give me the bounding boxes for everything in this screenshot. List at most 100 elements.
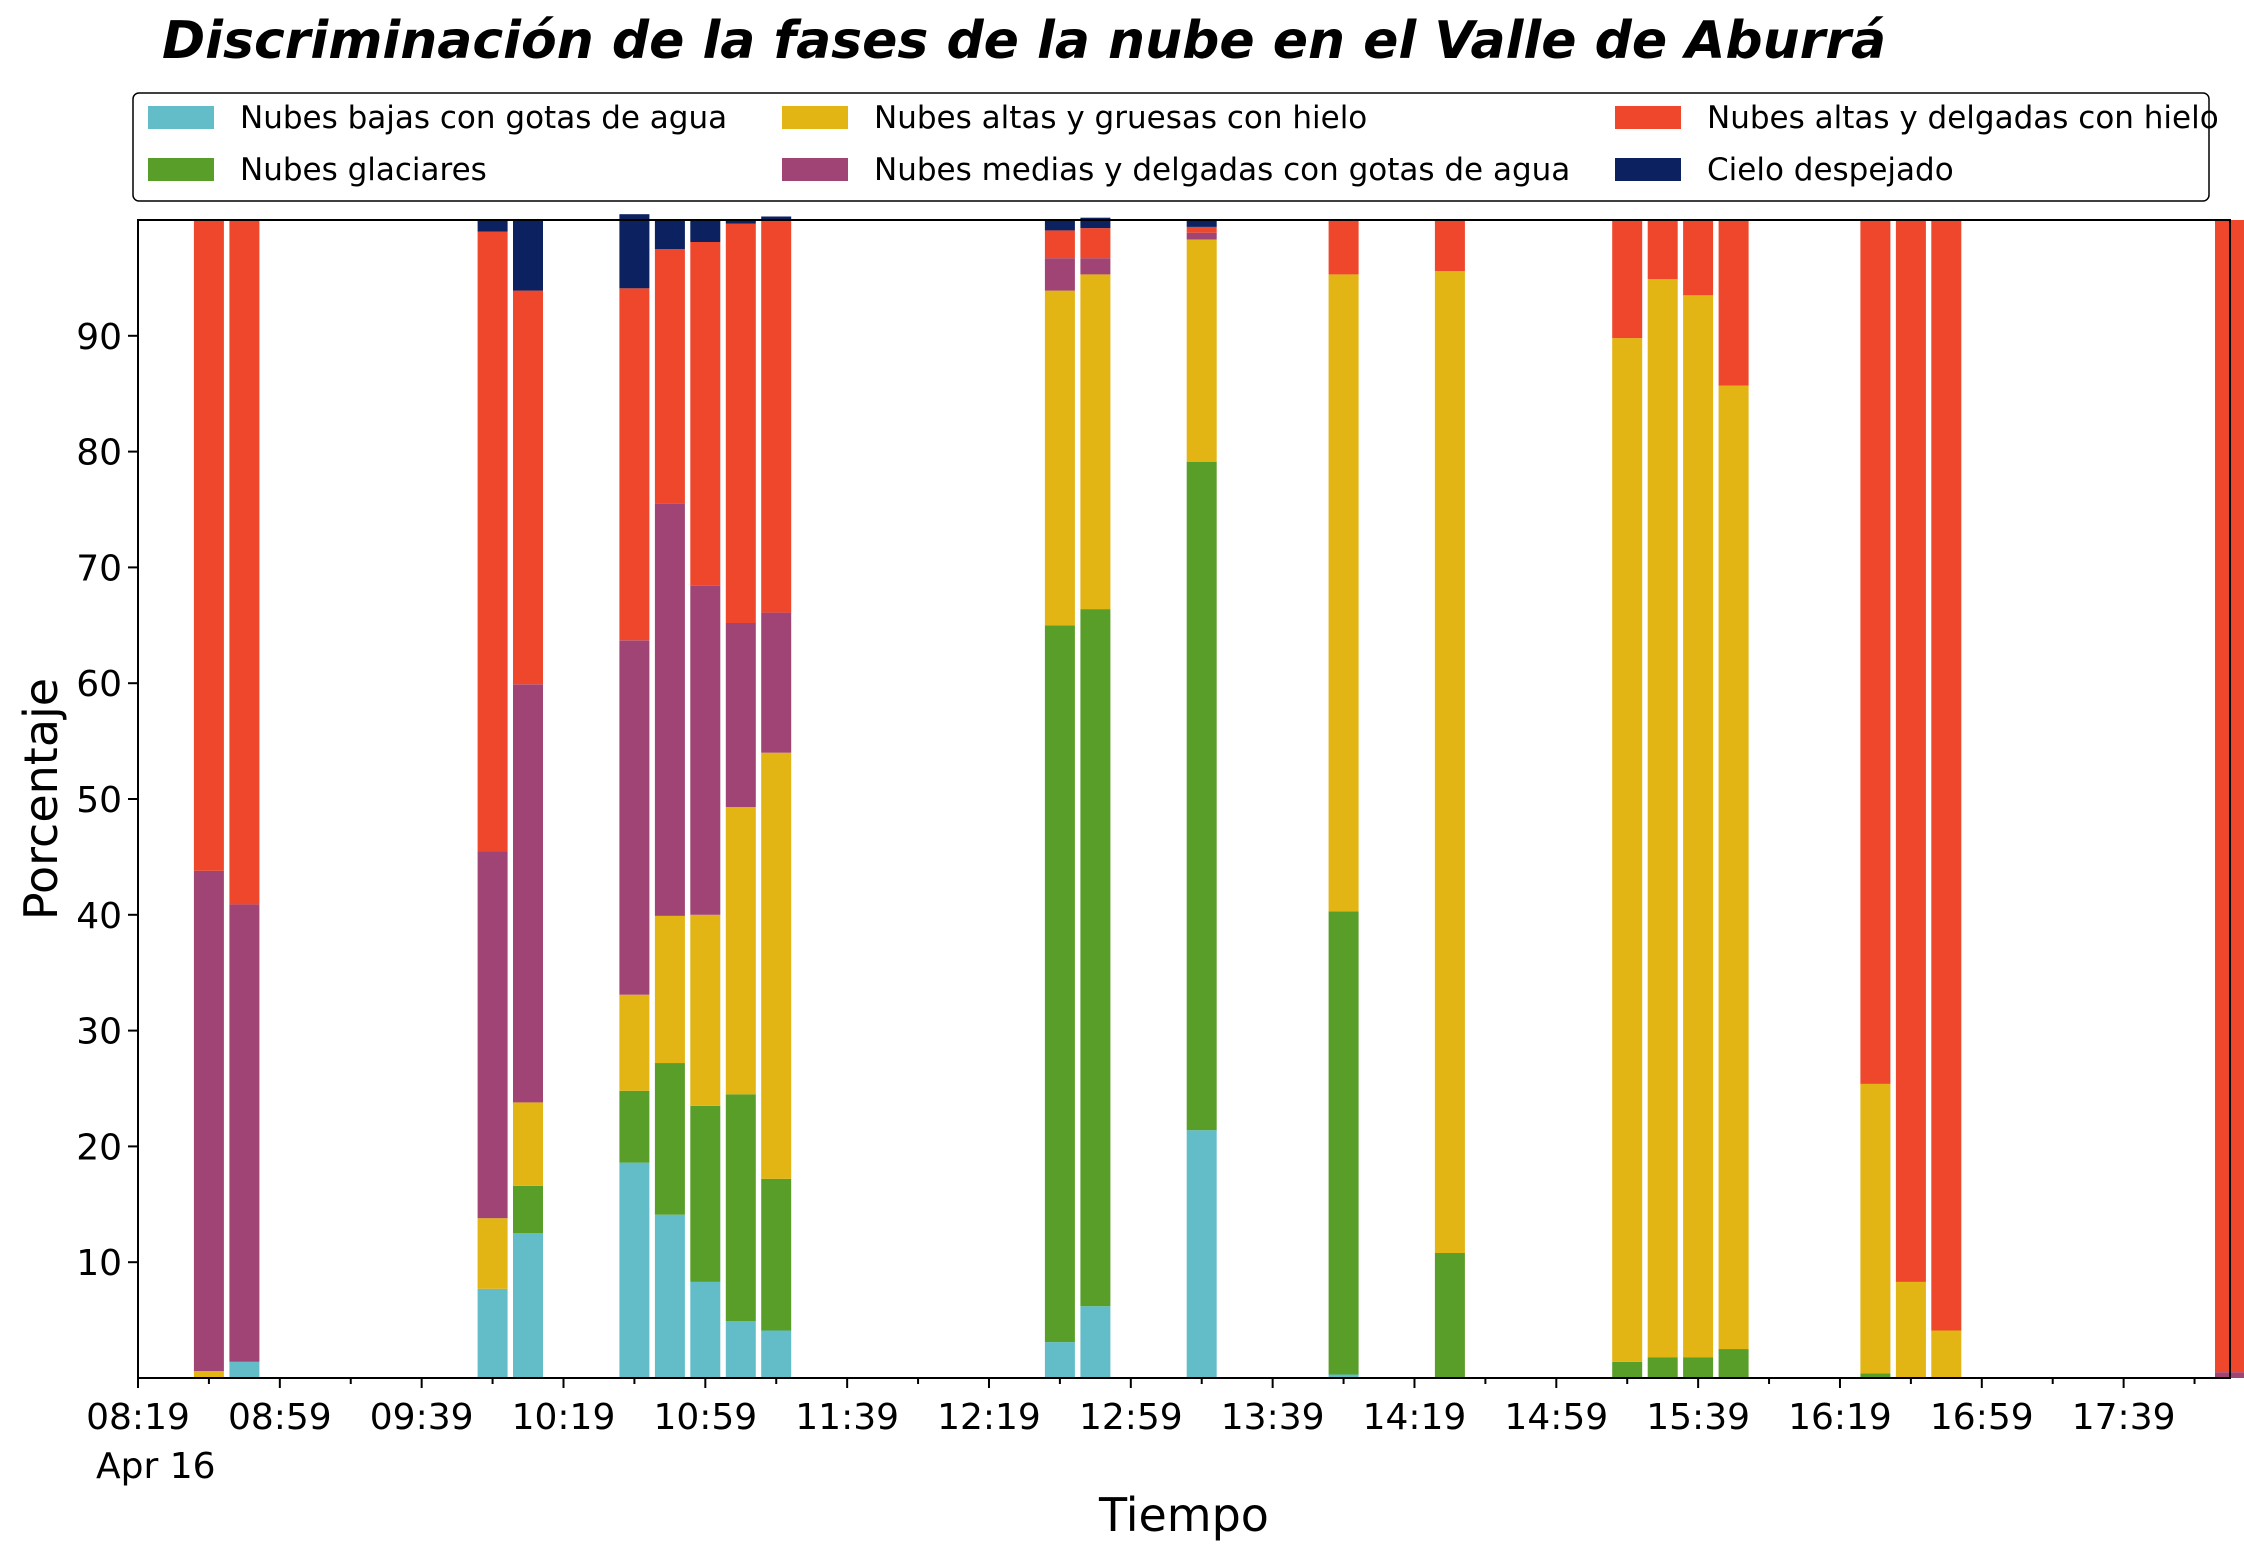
bar-segment — [1328, 274, 1359, 912]
bar-segment — [654, 1063, 685, 1215]
bar-segment — [1647, 279, 1678, 1358]
bar-segment — [193, 870, 224, 1372]
bar-segment — [690, 242, 721, 586]
legend-label: Nubes bajas con gotas de agua — [240, 100, 727, 136]
bar-segment — [513, 290, 543, 685]
bar-segment — [1612, 338, 1643, 1362]
x-date-label: Apr 16 — [96, 1446, 216, 1487]
bar-segment — [1186, 232, 1217, 240]
x-tick-label: 12:59 — [1079, 1397, 1183, 1438]
bar-segment — [1044, 230, 1075, 259]
bar-segment — [477, 231, 508, 852]
y-axis-title: Porcentaje — [14, 678, 68, 920]
legend-swatch — [1615, 106, 1681, 129]
x-tick-label: 11:39 — [795, 1397, 899, 1438]
legend-label: Nubes glaciares — [240, 152, 487, 188]
bar-segment — [1931, 1330, 1962, 1378]
x-axis-title: Tiempo — [1098, 1488, 1269, 1542]
legend-swatch — [148, 106, 214, 129]
y-tick-label: 30 — [76, 1012, 122, 1053]
bar-segment — [1860, 1373, 1891, 1378]
bar-segment — [1860, 1083, 1891, 1374]
bar-segment — [1683, 220, 1714, 296]
bar-segment — [690, 1105, 721, 1282]
bar-segment — [1044, 625, 1075, 1343]
x-tick-label: 16:59 — [1930, 1397, 2034, 1438]
bar-segment — [1044, 220, 1075, 231]
bar-segment — [619, 994, 650, 1091]
bar-segment — [477, 220, 508, 232]
bar-segment — [193, 1371, 224, 1378]
bar-segment — [1044, 1342, 1075, 1378]
legend-frame — [132, 92, 2210, 202]
y-tick-label: 70 — [76, 548, 122, 589]
bar-segment — [725, 623, 756, 808]
bar-segment — [690, 585, 721, 915]
bar-segment — [1044, 258, 1075, 291]
bar-segment — [619, 1090, 650, 1163]
bar-segment — [654, 916, 685, 1064]
bar-segment — [1895, 220, 1926, 1282]
bar-segment — [619, 640, 650, 995]
legend-label: Nubes altas y delgadas con hielo — [1707, 100, 2219, 136]
bar-segment — [1186, 226, 1217, 233]
bar-segment — [1434, 1252, 1465, 1378]
bar-segment — [619, 1162, 650, 1378]
y-tick-label: 20 — [76, 1127, 122, 1168]
y-tick-label: 60 — [76, 664, 122, 705]
bar-segment — [1080, 1306, 1111, 1378]
bar-segment — [1718, 385, 1749, 1350]
bar-segment — [229, 220, 260, 905]
bar-segment — [1718, 1349, 1749, 1378]
bar-segment — [1612, 1361, 1643, 1378]
bar-segment — [1080, 217, 1111, 229]
bar-segment — [1186, 462, 1217, 1131]
bar-segment — [477, 851, 508, 1219]
bar-segment — [513, 1185, 543, 1234]
bar-segment — [761, 216, 792, 220]
bar-segment — [690, 914, 721, 1106]
x-tick-label: 12:19 — [937, 1397, 1041, 1438]
legend-swatch — [1615, 158, 1681, 181]
y-tick-label: 90 — [76, 317, 122, 358]
x-tick-label: 10:59 — [653, 1397, 757, 1438]
bar-segment — [1044, 290, 1075, 626]
y-tick-label: 50 — [76, 780, 122, 821]
bar-segment — [1612, 220, 1643, 339]
bar-segment — [725, 220, 756, 224]
x-tick-label: 10:19 — [512, 1397, 616, 1438]
x-tick-label: 09:39 — [370, 1397, 474, 1438]
bar-segment — [1186, 239, 1217, 462]
bar-segment — [1718, 220, 1749, 386]
chart-title: Discriminación de la fases de la nube en… — [162, 11, 1886, 71]
bar-segment — [1186, 1130, 1217, 1378]
bar-segment — [1186, 220, 1217, 227]
bar-segment — [513, 1233, 543, 1379]
bar-segment — [1080, 228, 1111, 259]
legend-swatch — [782, 158, 848, 181]
bar-segment — [513, 684, 543, 1103]
x-tick-label: 13:39 — [1221, 1397, 1325, 1438]
bar-segment — [1860, 220, 1891, 1084]
bar-segment — [725, 1321, 756, 1378]
bar-segment — [761, 220, 792, 613]
bar-segment — [1328, 911, 1359, 1375]
bar-segment — [513, 220, 543, 291]
x-tick-label: 14:59 — [1504, 1397, 1608, 1438]
legend: Nubes bajas con gotas de agua Nubes altas… — [132, 92, 2219, 202]
bar-segment — [1647, 220, 1678, 280]
bar-segment — [1434, 220, 1465, 271]
bar-segment — [477, 1288, 508, 1378]
legend-swatch — [148, 158, 214, 181]
bar-segment — [725, 223, 756, 623]
plot-area: 10 20 30 40 50 60 70 80 90 08:19 08:59 09:39 10:19 1… — [76, 214, 2244, 1438]
bar-segment — [619, 288, 650, 641]
bar-segment — [654, 503, 685, 916]
x-tick-label: 14:19 — [1363, 1397, 1467, 1438]
bar-segment — [1080, 609, 1111, 1307]
y-tick-label: 10 — [76, 1243, 122, 1284]
bar-segment — [1080, 274, 1111, 610]
bar-segment — [761, 1330, 792, 1378]
bar-segment — [654, 1214, 685, 1378]
bar-segment — [1328, 1374, 1359, 1378]
